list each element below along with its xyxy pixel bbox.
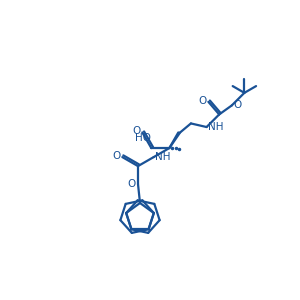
- Text: HO: HO: [135, 133, 151, 143]
- Text: O: O: [198, 96, 206, 106]
- Text: O: O: [234, 100, 242, 110]
- Text: O: O: [132, 126, 140, 136]
- Text: O: O: [112, 151, 121, 161]
- Text: NH: NH: [208, 122, 223, 132]
- Text: O: O: [128, 179, 136, 189]
- Text: NH: NH: [155, 152, 170, 162]
